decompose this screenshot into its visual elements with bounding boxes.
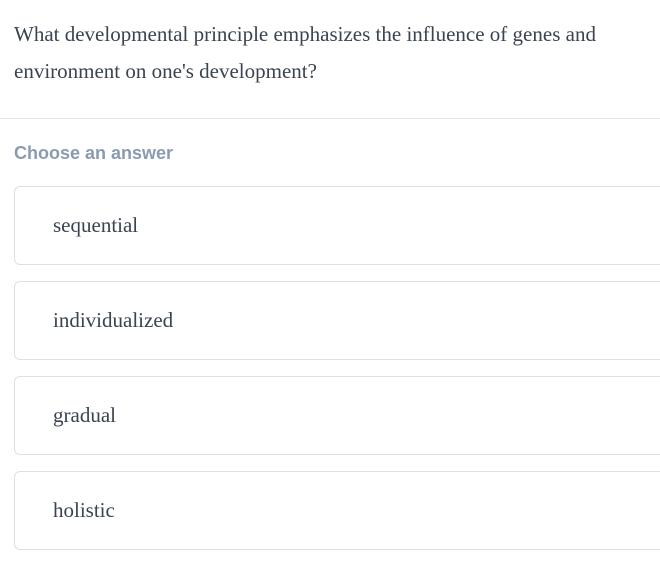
answer-option-1[interactable]: individualized: [14, 281, 660, 360]
question-text: What developmental principle emphasizes …: [14, 16, 646, 90]
answer-text: individualized: [53, 308, 173, 332]
answer-text: sequential: [53, 213, 138, 237]
answer-option-3[interactable]: holistic: [14, 471, 660, 550]
answer-section: Choose an answer sequential individualiz…: [0, 119, 660, 550]
answer-text: holistic: [53, 498, 115, 522]
answer-option-0[interactable]: sequential: [14, 186, 660, 265]
answer-text: gradual: [53, 403, 116, 427]
question-section: What developmental principle emphasizes …: [0, 0, 660, 119]
choose-answer-label: Choose an answer: [14, 143, 660, 164]
answer-option-2[interactable]: gradual: [14, 376, 660, 455]
